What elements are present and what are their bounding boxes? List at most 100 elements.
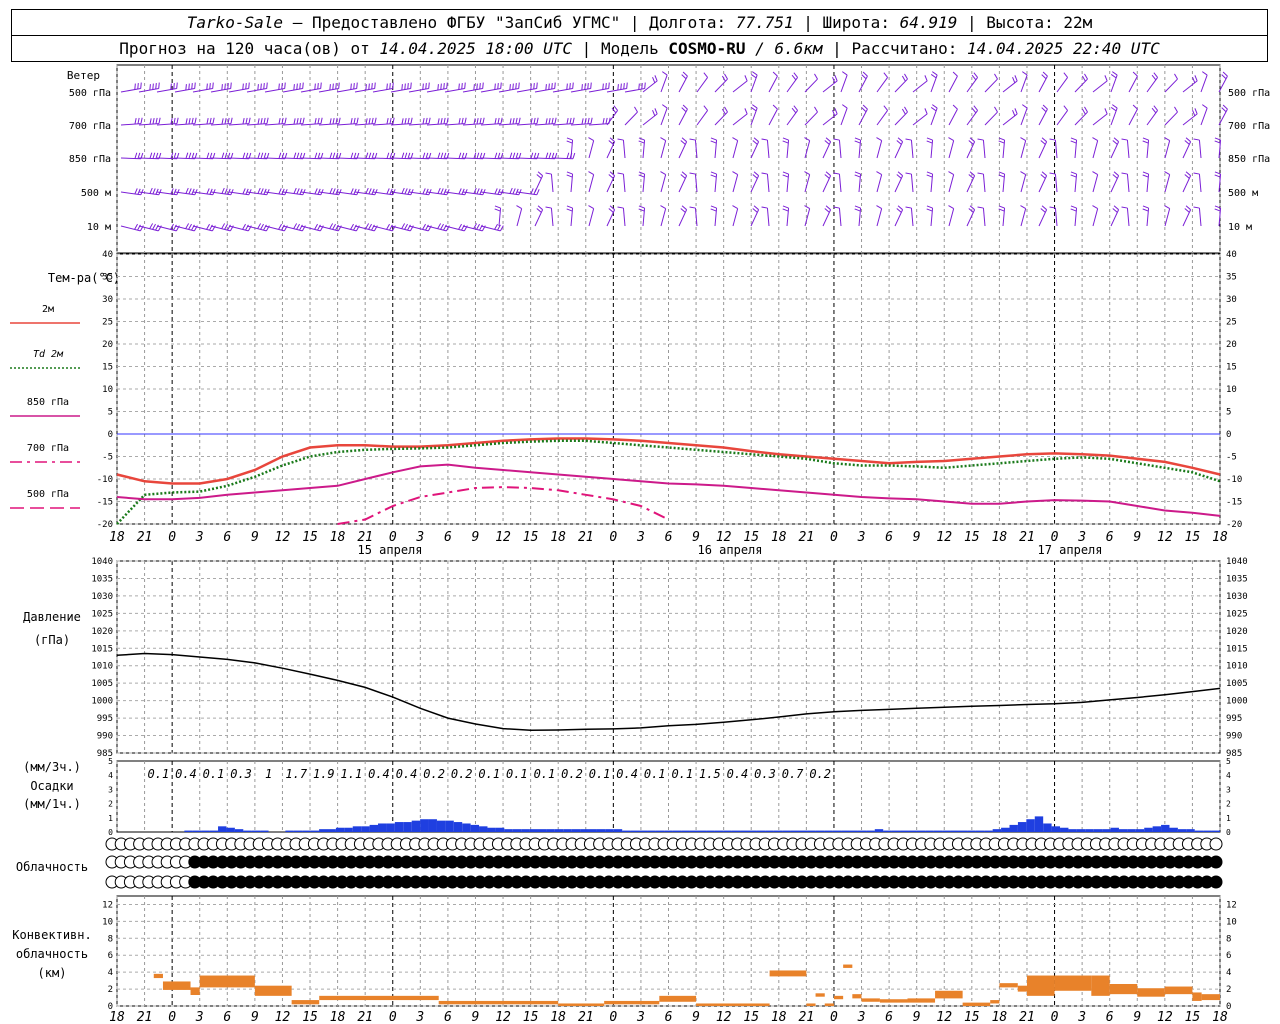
wind-barb-shaft <box>1126 174 1130 193</box>
wind-barb-feather <box>1081 75 1086 82</box>
wind-barb-feather <box>329 84 331 91</box>
conv-cloud-bar <box>1137 988 1165 997</box>
precip-bar <box>596 829 606 832</box>
wind-barb-shaft <box>624 88 645 93</box>
wind-barb-feather <box>751 104 758 109</box>
wind-barb-shaft <box>318 157 340 160</box>
wind-barb-shaft <box>426 88 447 93</box>
wind-barb-feather <box>242 188 246 195</box>
precip-bar <box>950 830 959 832</box>
wind-barb-feather <box>374 117 377 124</box>
precip-bar <box>335 827 345 832</box>
temp-ytick-right: 25 <box>1226 318 1237 328</box>
wind-barb-shaft <box>694 140 698 159</box>
wind-barb-feather <box>1020 205 1026 210</box>
wind-barb-feather <box>173 224 177 231</box>
wind-barb-shaft <box>1056 77 1068 93</box>
wind-barb-feather <box>248 117 251 124</box>
wind-barb-feather <box>536 174 542 179</box>
conv-xtick-label: 12 <box>495 1010 511 1024</box>
wind-barb-shaft <box>1128 75 1138 93</box>
wind-barb-feather <box>407 117 410 124</box>
wind-barb-shaft <box>678 108 688 126</box>
precip-bar <box>630 830 640 832</box>
wind-barb-shaft <box>660 208 667 227</box>
wind-barb-feather <box>1193 172 1200 175</box>
wind-barb-shaft <box>174 157 196 160</box>
wind-barb-feather <box>314 118 317 125</box>
precip-3h-total: 0.1 <box>534 767 556 781</box>
wind-barb <box>390 117 413 126</box>
wind-barb-feather <box>608 140 614 145</box>
wind-barb-feather <box>721 108 726 115</box>
wind-barb-feather <box>1070 174 1077 178</box>
precip-bar <box>647 830 656 832</box>
precip-bar <box>327 829 336 832</box>
wind-barb-feather <box>320 82 322 89</box>
wind-barb-shaft <box>192 191 213 196</box>
wind-barb <box>588 137 595 159</box>
wind-barb-feather <box>548 152 552 159</box>
wind-barb-feather <box>772 104 778 110</box>
wind-barb-shaft <box>588 208 595 227</box>
wind-barb-feather <box>350 223 354 230</box>
wind-barb-shaft <box>408 225 429 232</box>
wind-barb <box>894 106 908 126</box>
wind-barb-feather <box>689 138 696 141</box>
wind-barb-feather <box>1113 171 1119 177</box>
precip-title: Осадки <box>30 779 73 793</box>
conv-cloud-bar <box>1026 975 1055 996</box>
precip-bar <box>285 830 294 832</box>
conv-cloud-bar <box>990 1000 1000 1004</box>
wind-barb-feather <box>1142 171 1149 175</box>
wind-barb-shaft <box>694 174 698 193</box>
wind-barb-feather <box>158 117 161 124</box>
wind-barb-shaft <box>426 225 447 232</box>
temp-ytick-left: -20 <box>97 520 113 530</box>
wind-barb-feather <box>401 118 404 125</box>
wind-barb-feather <box>353 83 355 90</box>
wind-barb-feather <box>404 83 406 90</box>
wind-barb-feather <box>176 117 179 124</box>
precip-bar <box>824 830 833 832</box>
wind-barb-shaft <box>246 88 267 93</box>
wind-barb-feather <box>1164 205 1170 210</box>
wind-barb <box>642 75 658 93</box>
wind-barb-shaft <box>462 157 484 160</box>
wind-barb-feather <box>1041 205 1047 211</box>
temp-ytick-left: 35 <box>102 273 113 283</box>
wind-barb-shaft <box>282 225 303 232</box>
precip-bar <box>1211 830 1220 832</box>
wind-barb-feather <box>443 83 445 90</box>
wind-barb-feather <box>137 188 141 195</box>
precip-bar <box>428 819 437 832</box>
wind-barb-feather <box>299 224 303 231</box>
wind-barb-feather <box>350 118 353 125</box>
wind-barb-feather <box>710 174 717 178</box>
precip-3h-total: 0.4 <box>616 767 638 781</box>
wind-barb <box>876 171 883 193</box>
wind-barb-feather <box>609 205 615 211</box>
precip-bar <box>807 830 816 832</box>
wind-barb-feather <box>329 152 333 159</box>
wind-barb <box>948 205 955 227</box>
wind-barb-feather <box>317 188 321 195</box>
wind-barb-feather <box>194 82 196 89</box>
wind-barb-feather <box>804 171 810 176</box>
conv-xtick-label: 18 <box>330 1010 346 1024</box>
wind-barb-feather <box>335 188 339 195</box>
wind-barb-feather <box>422 118 425 125</box>
precip-bar <box>1177 829 1187 832</box>
wind-barb-shaft <box>1110 74 1118 93</box>
wind-barb-feather <box>753 137 759 143</box>
wind-barb-feather <box>710 140 717 144</box>
wind-barb <box>120 117 143 126</box>
wind-barb-shaft <box>300 88 321 93</box>
wind-barb-feather <box>753 171 759 177</box>
wind-barb-feather <box>425 152 429 159</box>
wind-barb-feather <box>368 152 372 159</box>
wind-barb-feather <box>566 205 573 209</box>
wind-barb-shaft <box>622 140 626 159</box>
pressure-ytick-right: 1040 <box>1226 557 1248 567</box>
wind-barb-feather <box>751 71 758 76</box>
